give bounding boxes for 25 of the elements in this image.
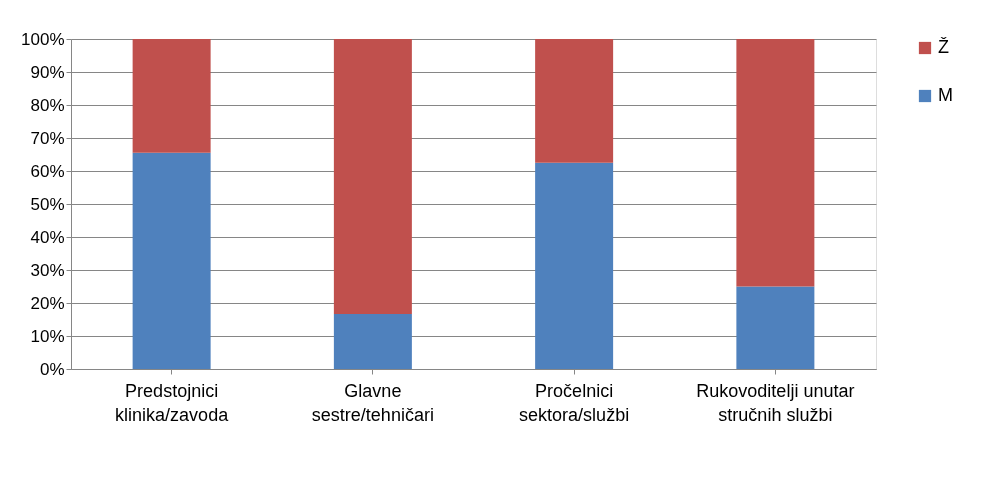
legend-label: Ž bbox=[938, 37, 949, 57]
bar bbox=[736, 39, 815, 287]
x-tick-label: Pročelnici sektora/službi bbox=[519, 380, 630, 425]
y-tick-label: 90% bbox=[30, 62, 65, 82]
bar bbox=[132, 39, 211, 153]
y-tick-label: 60% bbox=[30, 161, 65, 181]
legend-label: M bbox=[938, 85, 953, 105]
bar bbox=[333, 313, 412, 369]
y-tick-label: 100% bbox=[21, 29, 65, 49]
y-tick-label: 20% bbox=[30, 293, 65, 313]
x-tick-label: Glavne sestre/tehničari bbox=[311, 380, 434, 425]
y-tick-label: 40% bbox=[30, 227, 65, 247]
x-tick-label: Predstojnici klinika/zavoda bbox=[115, 380, 230, 425]
bar bbox=[132, 152, 211, 369]
y-tick-label: 80% bbox=[30, 95, 65, 115]
y-tick-label: 0% bbox=[39, 359, 65, 379]
bar bbox=[736, 286, 815, 369]
bar bbox=[535, 39, 614, 163]
bar bbox=[535, 162, 614, 369]
y-tick-label: 70% bbox=[30, 128, 65, 148]
y-tick-label: 50% bbox=[30, 194, 65, 214]
bar bbox=[333, 39, 412, 314]
y-tick-label: 10% bbox=[30, 326, 65, 346]
y-tick-label: 30% bbox=[30, 260, 65, 280]
x-tick-label: Rukovoditelji unutar stručnih službi bbox=[696, 380, 855, 425]
